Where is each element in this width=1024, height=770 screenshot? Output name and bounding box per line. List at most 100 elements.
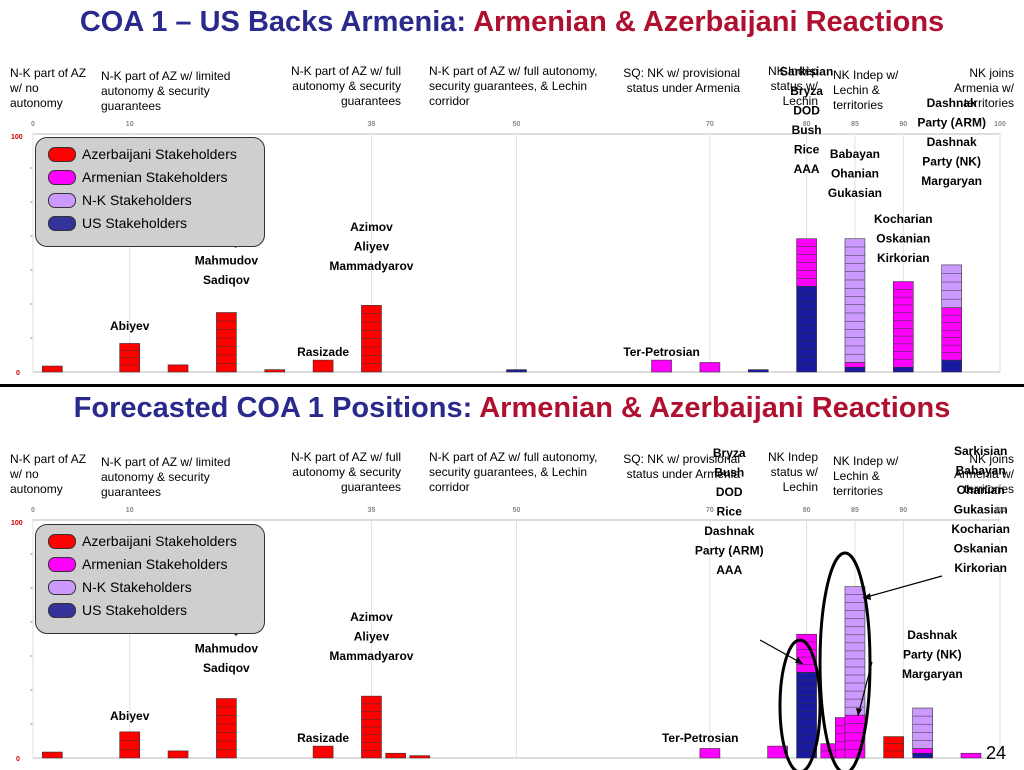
bar-label: Sadiqov (203, 661, 250, 675)
bar (264, 369, 286, 373)
x-tick-label: 0 (31, 121, 35, 128)
bar-label: Party (ARM) (917, 116, 986, 130)
bar-segment-nk (844, 238, 866, 363)
chart-title: Forecasted COA 1 Positions: Armenian & A… (0, 392, 1024, 425)
bar (42, 751, 63, 759)
header-joins-armenia: NK joins Armenia w/ territories (953, 66, 1014, 110)
legend-swatch (48, 169, 76, 185)
bar-segment-arm (960, 752, 982, 759)
bar-segment-arm (767, 745, 788, 759)
bar-label: Party (NK) (903, 648, 962, 662)
bar (883, 736, 904, 759)
bar-segment-us (796, 672, 817, 759)
legend-item-nk: N-K Stakeholders (48, 190, 192, 210)
bar-label: Azimov (350, 610, 393, 624)
bar-label: Bush (714, 466, 744, 480)
bar-label: Gukasian (828, 186, 882, 200)
bar (42, 365, 63, 373)
x-tick-label: 35 (368, 507, 376, 514)
bar-segment-us (892, 366, 914, 373)
legend-item-armenian: Armenian Stakeholders (48, 554, 228, 574)
x-tick-label: 10 (126, 121, 134, 128)
legend-swatch (48, 192, 76, 208)
arrowhead-icon (856, 708, 862, 716)
legend-label: Armenian Stakeholders (82, 556, 228, 572)
bar-label: Kocharian (874, 212, 933, 226)
bar-label: Margaryan (902, 667, 963, 681)
bar-label: Rasizade (297, 345, 349, 359)
x-tick-label: 90 (899, 121, 907, 128)
bar-label: Aliyev (354, 240, 390, 254)
bar (312, 359, 334, 373)
bar (361, 305, 382, 373)
bar-label: Oskanian (954, 542, 1008, 556)
bar-segment-nk (941, 264, 962, 309)
bar-label: Rasizade (297, 731, 349, 745)
bar-label: Bryza (790, 84, 823, 98)
highlight-ellipse (778, 638, 822, 770)
bar-label: Azimov (350, 220, 393, 234)
forecast-annotations (759, 551, 943, 770)
header-status-quo: SQ: NK w/ provisional status under Armen… (623, 452, 740, 481)
bar (844, 238, 866, 373)
bar-segment-aze (409, 755, 431, 759)
x-tick-label: 35 (368, 121, 376, 128)
bar-label: Bryza (713, 446, 746, 460)
bar (844, 586, 866, 759)
bar-segment-aze (167, 364, 189, 373)
legend-item-azerbaijani: Azerbaijani Stakeholders (48, 144, 237, 164)
bar-label: Dashnak (927, 96, 977, 110)
bar-label: Bush (792, 123, 822, 137)
chart-title: COA 1 – US Backs Armenia: Armenian & Aze… (0, 6, 1024, 39)
bar-segment-arm (844, 714, 866, 759)
bar-segment-aze (312, 359, 334, 373)
bar (216, 698, 237, 759)
header-no-autonomy: N-K part of AZ w/ no autonomy (10, 66, 87, 110)
x-tick-label: 85 (851, 507, 859, 514)
x-tick-label: 80 (803, 121, 811, 128)
bar-label: Ohanian (831, 167, 879, 181)
legend-label: N-K Stakeholders (82, 579, 192, 595)
x-tick-label: 85 (851, 121, 859, 128)
chart-panel-coa1: COA 1 – US Backs Armenia: Armenian & Aze… (0, 0, 1024, 384)
bar-label: Dashnak (927, 135, 977, 149)
bar (361, 695, 382, 759)
legend-label: Azerbaijani Stakeholders (82, 146, 237, 162)
bar-label: Party (ARM) (695, 544, 764, 558)
bar-segment-us (941, 359, 962, 373)
x-tick-label: 80 (803, 507, 811, 514)
x-tick-label: 50 (513, 121, 521, 128)
x-tick-label: 100 (994, 507, 1006, 514)
legend-item-armenian: Armenian Stakeholders (48, 167, 228, 187)
legend-item-nk: N-K Stakeholders (48, 577, 192, 597)
bar-label: Mammadyarov (329, 259, 413, 273)
bar-label: Ohanian (957, 483, 1005, 497)
bar (796, 238, 817, 373)
highlight-ellipse (818, 551, 872, 770)
bar-segment-arm (699, 362, 721, 373)
bar (699, 748, 721, 759)
bar (216, 312, 237, 373)
bar (747, 369, 769, 373)
bar-label: Kirkorian (954, 561, 1007, 575)
chart-title-part1: Forecasted COA 1 Positions: (73, 392, 480, 424)
bar (960, 752, 982, 759)
bar-label: Rice (794, 143, 820, 157)
legend-item-azerbaijani: Azerbaijani Stakeholders (48, 531, 237, 551)
legend-swatch (48, 146, 76, 162)
bar-segment-aze (167, 750, 189, 759)
bar-segment-us (506, 369, 527, 373)
bar (912, 707, 933, 759)
bar-label: Kocharian (951, 522, 1010, 536)
bar (506, 369, 527, 373)
chart-title-part2: Armenian & Azerbaijani Reactions (473, 6, 945, 38)
bar-label: DOD (793, 104, 820, 118)
bar (119, 343, 140, 373)
bar-label: Mahmudov (195, 254, 259, 268)
bar-segment-us (912, 752, 933, 759)
bar-label: Margaryan (921, 174, 982, 188)
legend-label: N-K Stakeholders (82, 192, 192, 208)
arrowhead-icon (863, 593, 871, 600)
bar (767, 745, 788, 759)
bar-segment-aze (312, 745, 334, 759)
